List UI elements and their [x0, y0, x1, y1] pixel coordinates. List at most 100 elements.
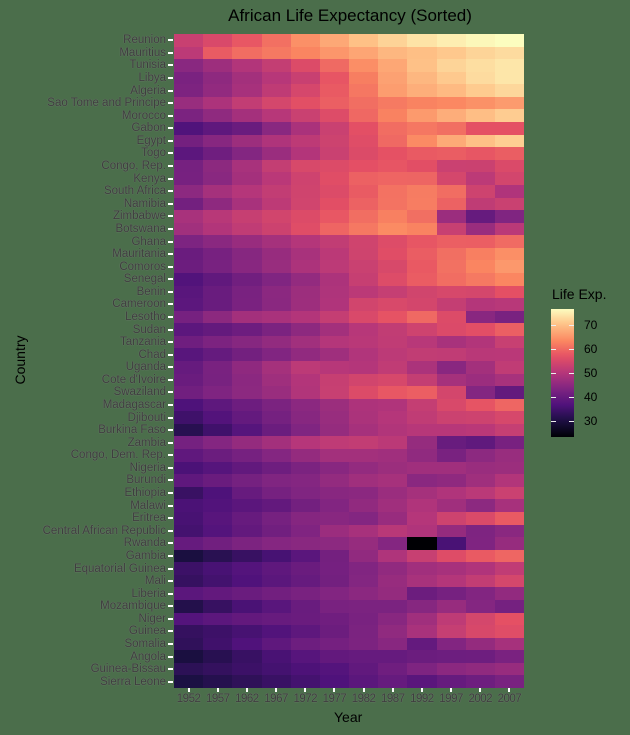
heatmap-cell: [261, 235, 292, 249]
heatmap-cell: [232, 386, 262, 400]
heatmap-cell: [494, 461, 525, 475]
heatmap-cell: [407, 499, 437, 513]
heatmap-cell: [378, 625, 408, 639]
heatmap-cell: [261, 599, 292, 614]
heatmap-cell: [174, 335, 204, 349]
heatmap-cell: [232, 285, 262, 299]
heatmap-cell: [407, 574, 437, 588]
heatmap-cell: [203, 461, 233, 475]
heatmap-cell: [378, 637, 408, 651]
heatmap-cell: [261, 260, 292, 274]
heatmap-cell: [465, 537, 496, 551]
heatmap-cell: [174, 348, 204, 362]
heatmap-cell: [378, 411, 408, 425]
heatmap-cell: [174, 134, 204, 148]
heatmap-cell: [494, 587, 525, 601]
heatmap-cell: [290, 298, 321, 312]
heatmap-cell: [174, 650, 204, 664]
heatmap-cell: [378, 449, 408, 463]
heatmap-cell: [349, 436, 379, 450]
heatmap-cell: [319, 210, 350, 224]
heatmap-cell: [407, 172, 437, 186]
heatmap-cell: [378, 423, 408, 437]
heatmap-cell: [349, 537, 379, 551]
heatmap-cell: [203, 411, 233, 425]
heatmap-cell: [436, 122, 467, 136]
heatmap-cell: [378, 650, 408, 664]
heatmap-cell: [290, 486, 321, 500]
heatmap-cell: [261, 549, 292, 563]
heatmap-cell: [203, 599, 233, 614]
heatmap-cell: [494, 285, 525, 299]
heatmap-cell: [174, 411, 204, 425]
heatmap-cell: [436, 461, 467, 475]
heatmap-cell: [407, 650, 437, 664]
heatmap-cell: [436, 361, 467, 375]
heatmap-cell: [378, 96, 408, 110]
y-tick: [168, 165, 173, 168]
y-tick: [168, 391, 173, 394]
heatmap-cell: [174, 599, 204, 614]
heatmap-cell: [407, 423, 437, 437]
y-tick-label: Cameroon: [112, 298, 166, 311]
x-axis-title: Year: [334, 709, 363, 725]
heatmap-cell: [290, 323, 321, 337]
heatmap-cell: [290, 272, 321, 287]
heatmap-cell: [319, 272, 350, 287]
heatmap-cell: [232, 398, 262, 412]
heatmap-cell: [290, 96, 321, 110]
heatmap-cell: [465, 599, 496, 614]
heatmap-cell: [465, 486, 496, 500]
heatmap-cell: [290, 46, 321, 60]
heatmap-cell: [407, 184, 437, 198]
heatmap-cell: [349, 323, 379, 337]
heatmap-cell: [349, 96, 379, 110]
heatmap-cell: [465, 184, 496, 198]
heatmap-cell: [378, 147, 408, 161]
heatmap-cell: [436, 147, 467, 161]
heatmap-cell: [465, 147, 496, 161]
y-tick: [168, 630, 173, 633]
heatmap-cell: [349, 650, 379, 664]
heatmap-cell: [407, 134, 437, 148]
heatmap-cell: [203, 449, 233, 463]
heatmap-cell: [232, 675, 262, 689]
heatmap-cell: [407, 386, 437, 400]
heatmap-cell: [203, 222, 233, 236]
heatmap-cell: [378, 599, 408, 614]
heatmap-cell: [174, 612, 204, 626]
heatmap-cell: [319, 34, 350, 48]
heatmap-cell: [319, 59, 350, 73]
y-tick: [168, 315, 173, 318]
y-tick: [168, 64, 173, 67]
heatmap-cell: [436, 511, 467, 525]
heatmap-cell: [319, 260, 350, 274]
heatmap-cell: [319, 348, 350, 362]
heatmap-cell: [203, 373, 233, 387]
heatmap-cell: [261, 159, 292, 173]
heatmap-cell: [494, 310, 525, 324]
heatmap-cell: [261, 537, 292, 551]
heatmap-cell: [436, 197, 467, 211]
y-tick-label: Namibia: [123, 197, 166, 210]
heatmap-cell: [319, 122, 350, 136]
y-tick-label: Mauritius: [119, 46, 166, 59]
heatmap-cell: [232, 587, 262, 601]
heatmap-cell: [407, 612, 437, 626]
heatmap-cell: [407, 59, 437, 73]
heatmap-cell: [378, 184, 408, 198]
heatmap-cell: [319, 335, 350, 349]
heatmap-cell: [319, 423, 350, 437]
heatmap-cell: [378, 398, 408, 412]
y-tick: [168, 328, 173, 331]
heatmap-cell: [378, 109, 408, 123]
heatmap-cell: [436, 335, 467, 349]
y-tick: [168, 617, 173, 620]
heatmap-cell: [174, 34, 204, 48]
heatmap-cell: [465, 134, 496, 148]
heatmap-cell: [465, 335, 496, 349]
heatmap-cell: [494, 511, 525, 525]
heatmap-cell: [378, 612, 408, 626]
heatmap-cell: [436, 537, 467, 551]
heatmap-cell: [494, 210, 525, 224]
